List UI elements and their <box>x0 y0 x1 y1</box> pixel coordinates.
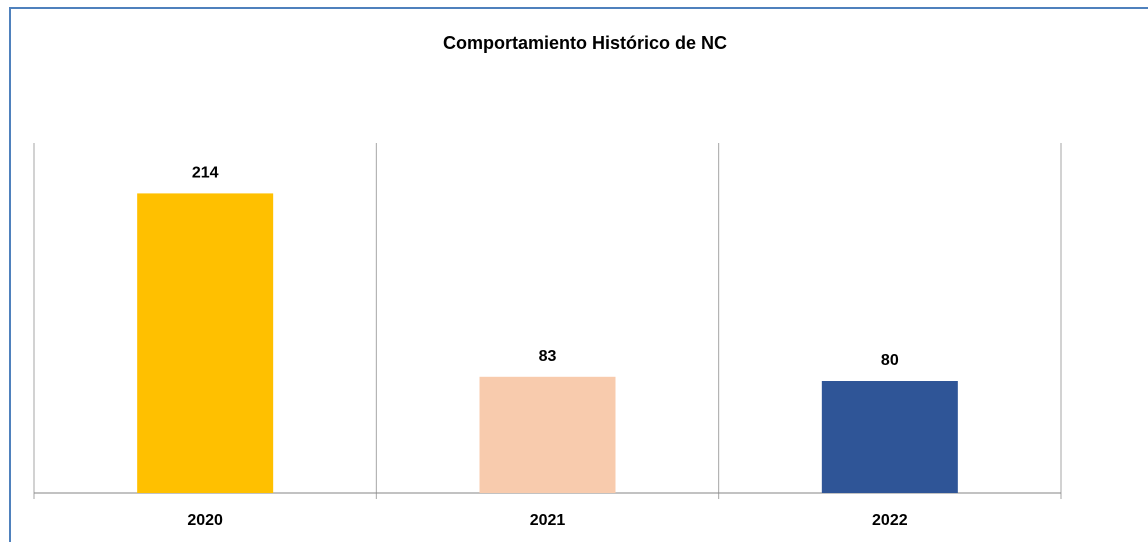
x-tick-label: 2021 <box>530 512 566 529</box>
data-label: 83 <box>539 348 557 365</box>
bar <box>479 376 616 493</box>
chart-title: Comportamiento Histórico de NC <box>443 33 727 53</box>
bar <box>821 381 958 493</box>
data-label: 214 <box>192 165 219 182</box>
x-tick-label: 2022 <box>872 512 908 529</box>
data-label: 80 <box>881 352 899 369</box>
x-tick-label: 2020 <box>187 512 223 529</box>
bar <box>137 193 274 493</box>
